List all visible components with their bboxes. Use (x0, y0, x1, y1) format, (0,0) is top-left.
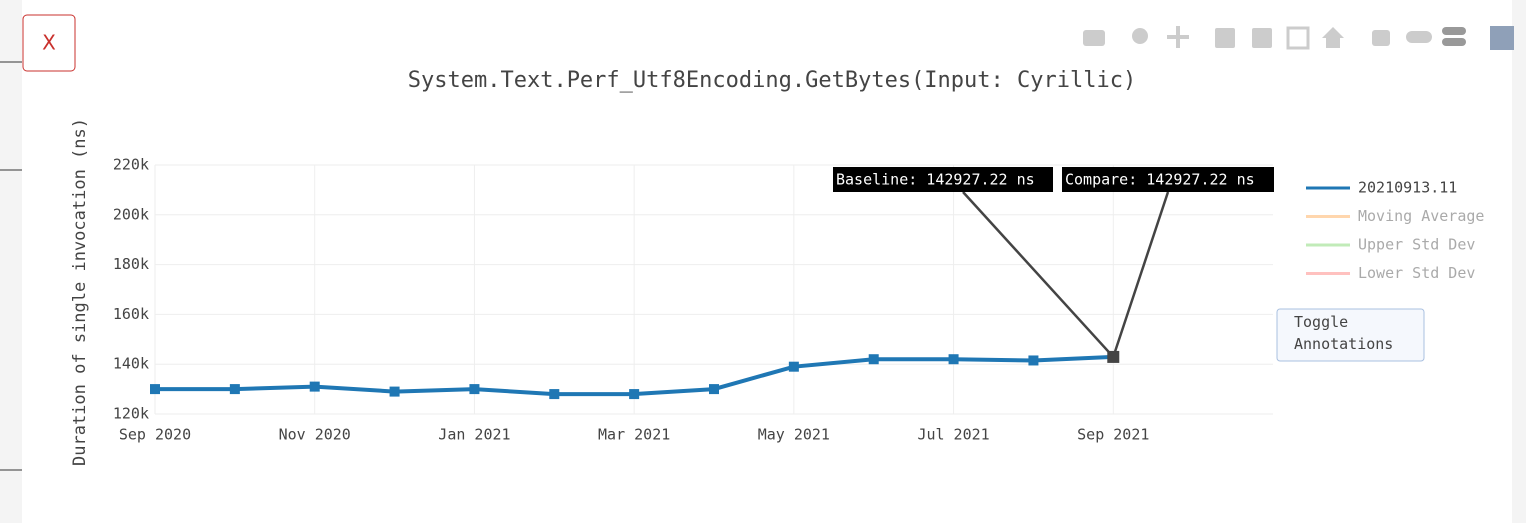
data-point (150, 384, 160, 395)
modebar-icon[interactable] (1406, 31, 1432, 43)
modebar-icon[interactable] (1372, 30, 1390, 46)
data-point (868, 354, 879, 365)
y-tick-label: 220k (113, 156, 149, 174)
x-tick-label: Mar 2021 (598, 426, 670, 444)
toggle-button[interactable] (1276, 308, 1425, 362)
backdrop (1512, 0, 1526, 523)
modebar-icon[interactable] (1176, 26, 1180, 48)
modebar-icon[interactable] (1132, 28, 1148, 44)
y-tick-label: 140k (113, 355, 149, 373)
modebar-icon[interactable] (1442, 27, 1466, 35)
x-tick-label: Sep 2020 (119, 426, 191, 444)
toggle-label[interactable]: Toggle Annotations (1294, 313, 1394, 353)
x-tick-label: Jan 2021 (438, 426, 510, 444)
x-tick-label: May 2021 (758, 426, 830, 444)
modebar-icon[interactable] (1252, 28, 1272, 48)
annotation-text: Compare: 142927.22 ns (1065, 171, 1255, 189)
y-tick-label: 120k (113, 405, 149, 423)
modebar-icon[interactable] (1490, 26, 1514, 50)
x-tick-label: Jul 2021 (917, 426, 989, 444)
data-point (788, 361, 799, 372)
chart-title: System.Text.Perf_Utf8Encoding.GetBytes(I… (408, 68, 1136, 93)
modebar-icon[interactable] (1442, 38, 1466, 46)
backdrop (0, 0, 22, 523)
annotation-box (833, 167, 1053, 192)
modebar-icon[interactable] (1083, 30, 1105, 46)
data-point (549, 389, 560, 400)
annotation-arrow (1112, 191, 1170, 358)
annotation-arrow (962, 191, 1115, 358)
data-point (229, 384, 240, 395)
x-tick-label: Sep 2021 (1077, 426, 1149, 444)
close-label[interactable]: X (42, 31, 56, 55)
legend-label[interactable]: 20210913.11 (1358, 179, 1457, 197)
legend-label[interactable]: Moving Average (1358, 207, 1484, 225)
data-point (629, 389, 640, 400)
modebar-icon[interactable] (1215, 28, 1235, 48)
data-point (1028, 355, 1039, 366)
y-axis-title: Duration of single invocation (ns) (70, 118, 90, 466)
x-tick-label: Nov 2020 (279, 426, 351, 444)
legend-label[interactable]: Lower Std Dev (1358, 264, 1475, 282)
data-point (469, 384, 480, 395)
legend-label[interactable]: Upper Std Dev (1358, 236, 1475, 254)
annotation-text: Baseline: 142927.22 ns (836, 171, 1035, 189)
data-point (389, 386, 400, 397)
close-button[interactable] (22, 14, 76, 72)
y-tick-label: 200k (113, 205, 149, 223)
y-tick-label: 180k (113, 255, 149, 273)
modebar-icon[interactable] (1286, 26, 1310, 50)
modebar-icon[interactable] (1322, 27, 1344, 48)
modebar (1083, 26, 1514, 50)
data-point (948, 354, 959, 365)
data-point (709, 384, 719, 395)
y-tick-label: 160k (113, 305, 149, 323)
toggle-wrap: Toggle Annotations (1294, 313, 1394, 353)
data-point (309, 381, 320, 392)
annotation-box (1062, 167, 1274, 192)
